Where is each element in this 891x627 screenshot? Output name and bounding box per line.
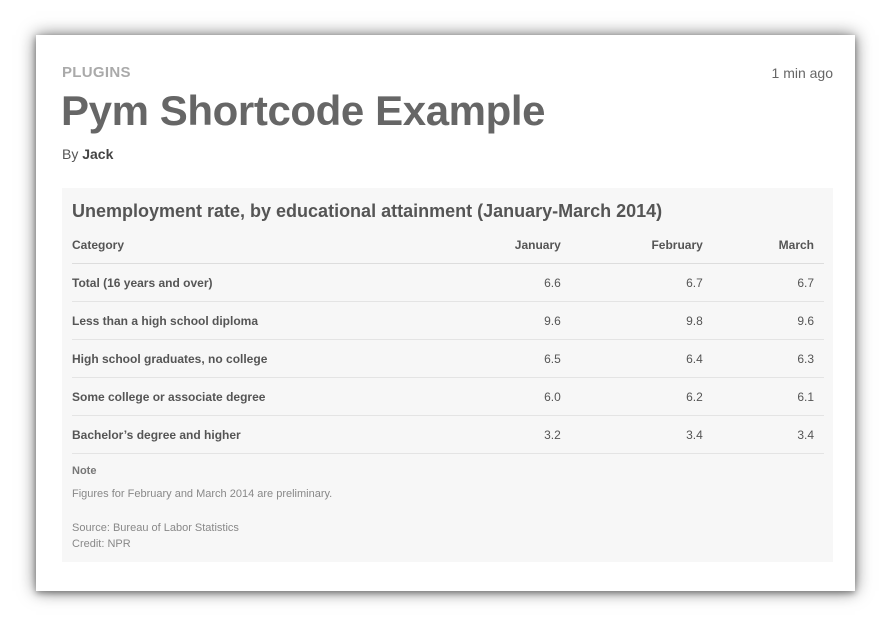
row-february-value: 9.8 <box>570 301 703 340</box>
note-text: Figures for February and March 2014 are … <box>72 488 333 500</box>
row-february-value: 6.2 <box>570 377 703 416</box>
data-table: Category January February March Total (1… <box>72 226 824 454</box>
row-category: Bachelor’s degree and higher <box>72 415 441 454</box>
row-march-value: 3.4 <box>702 415 824 454</box>
row-march-value: 6.7 <box>702 263 824 302</box>
post-timestamp: 1 min ago <box>771 65 833 81</box>
row-category: Less than a high school diploma <box>72 301 441 340</box>
column-header-march: March <box>702 226 824 264</box>
row-january-value: 3.2 <box>440 415 571 454</box>
row-january-value: 6.0 <box>440 377 571 416</box>
pym-embed: Unemployment rate, by educational attain… <box>62 188 833 562</box>
column-header-february: February <box>570 226 703 264</box>
source-text: Source: Bureau of Labor Statistics <box>72 522 239 534</box>
row-january-value: 6.5 <box>440 339 571 378</box>
table-row: Bachelor’s degree and higher 3.2 3.4 3.4 <box>72 415 824 454</box>
column-header-category: Category <box>72 226 441 264</box>
byline: By Jack <box>62 146 113 162</box>
row-category: Some college or associate degree <box>72 377 441 416</box>
post-category-link[interactable]: PLUGINS <box>62 64 131 81</box>
table-title: Unemployment rate, by educational attain… <box>72 201 663 221</box>
table-header-row: Category January February March <box>72 226 824 264</box>
table-row: Less than a high school diploma 9.6 9.8 … <box>72 301 824 340</box>
post-card: PLUGINS 1 min ago Pym Shortcode Example … <box>36 35 855 591</box>
note-label: Note <box>72 465 97 477</box>
row-march-value: 6.3 <box>702 339 824 378</box>
credit-text: Credit: NPR <box>72 538 131 550</box>
post-title: Pym Shortcode Example <box>61 87 546 134</box>
row-category: High school graduates, no college <box>72 339 441 378</box>
byline-label: By <box>62 146 79 162</box>
author-link[interactable]: Jack <box>82 146 114 162</box>
row-march-value: 6.1 <box>702 377 824 416</box>
table-row: High school graduates, no college 6.5 6.… <box>72 339 824 378</box>
row-march-value: 9.6 <box>702 301 824 340</box>
row-january-value: 6.6 <box>440 263 571 302</box>
column-header-january: January <box>440 226 571 264</box>
table-row: Total (16 years and over) 6.6 6.7 6.7 <box>72 263 824 302</box>
table-row: Some college or associate degree 6.0 6.2… <box>72 377 824 416</box>
row-january-value: 9.6 <box>440 301 571 340</box>
row-category: Total (16 years and over) <box>72 263 441 302</box>
row-february-value: 6.7 <box>570 263 703 302</box>
row-february-value: 3.4 <box>570 415 703 454</box>
row-february-value: 6.4 <box>570 339 703 378</box>
